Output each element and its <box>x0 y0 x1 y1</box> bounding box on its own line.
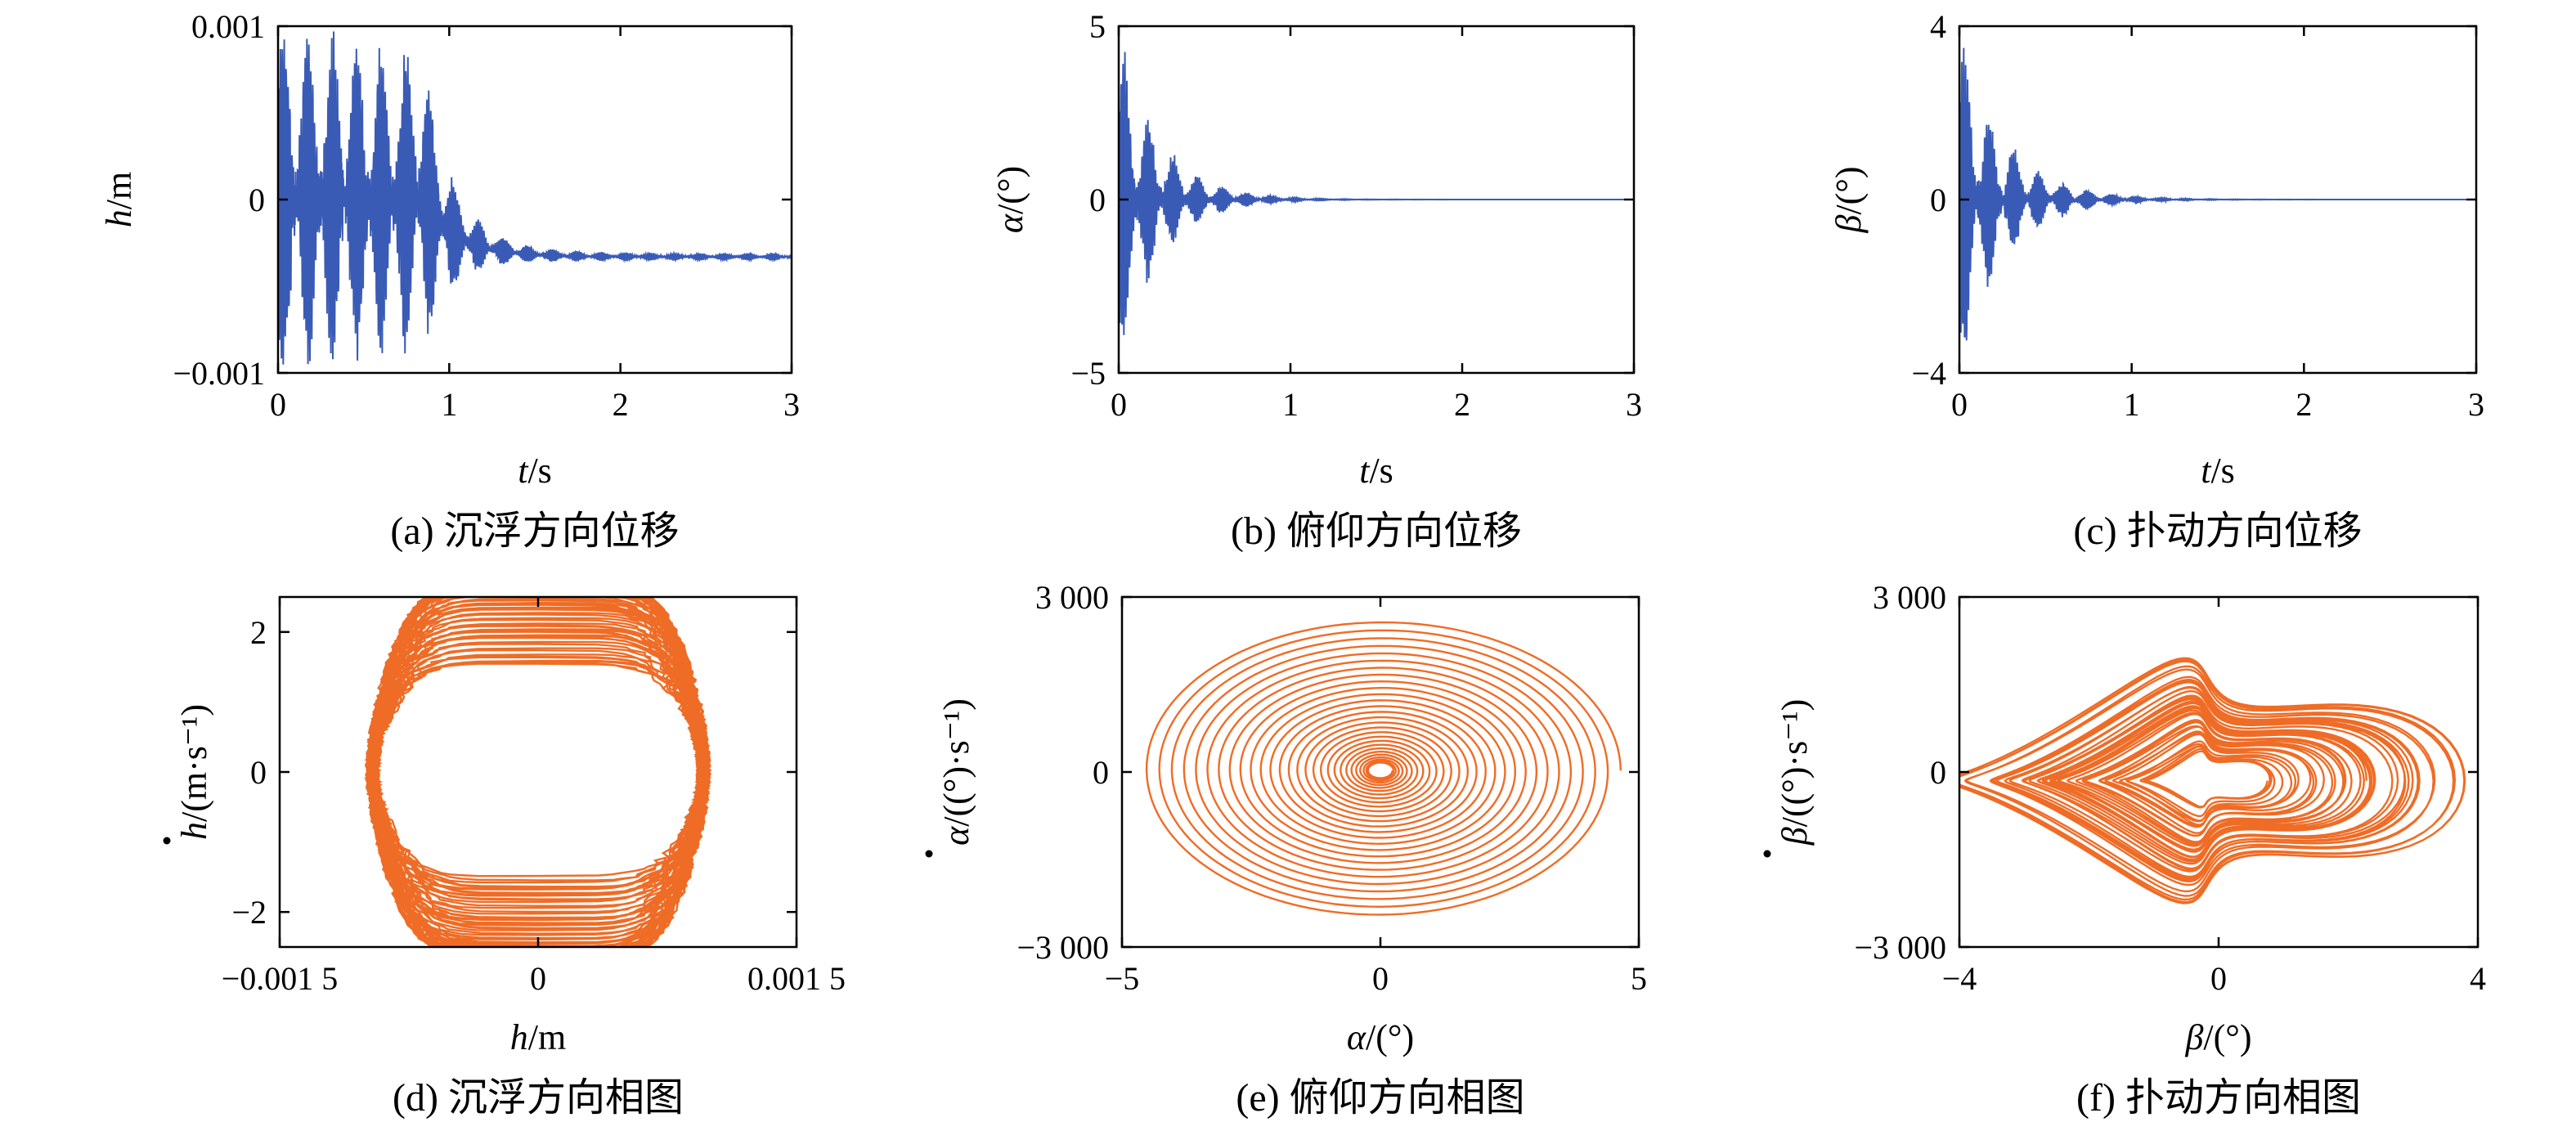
panel-c: 0 1 2 3−404 t/s β/(°) (c) 扑动方向位移 <box>1829 8 2484 553</box>
panel-f-ytick-label: 3 000 <box>1873 579 1946 616</box>
panel-c-xtick-label: 3 <box>2468 386 2484 423</box>
panel-f-xtick-label: −4 <box>1942 960 1977 997</box>
panel-a-xlabel: t/s <box>518 451 552 491</box>
panel-f: −4 0 4 −3 000 0 3 000 β/(°) β/((°)·s⁻¹) (f) 扑… <box>1763 579 2486 1120</box>
panel-b: 0 1 2 3−505 t/s α/(°) (b) 俯仰方向位移 <box>990 8 1642 553</box>
svg-text:α/((°)·s⁻¹): α/((°)·s⁻¹) <box>936 698 976 846</box>
panel-f-xtick-label: 4 <box>2470 960 2486 997</box>
panel-d-series-line <box>363 597 712 947</box>
panel-b-ytick-label: 5 <box>1089 8 1106 45</box>
panel-f-frame <box>1958 595 2480 949</box>
panel-e-xtick-label: 5 <box>1631 960 1647 997</box>
panel-f-ylabel: β/((°)·s⁻¹) <box>1763 699 1815 858</box>
panel-b-xtick-label: 1 <box>1282 386 1299 423</box>
panel-a-xtick-label: 2 <box>613 386 629 423</box>
panel-c-series-line <box>1959 47 2476 341</box>
panel-c-xtick-label: 2 <box>2296 386 2312 423</box>
panel-c-plot <box>1959 47 2476 341</box>
panel-d-ylabel: h/(m·s⁻¹) <box>163 704 214 845</box>
panel-f-plot <box>1959 657 2466 904</box>
panel-a-plot <box>278 31 792 365</box>
panel-c-ytick-label: 4 <box>1930 8 1946 45</box>
panel-d-ytick-label: 2 <box>250 614 267 651</box>
panel-c-ylabel: β/(°) <box>1829 166 1869 233</box>
panel-f-caption: (f) 扑动方向相图 <box>2076 1076 2361 1120</box>
panel-c-ytick-label: 0 <box>1930 182 1946 218</box>
panel-b-ytick-label: −5 <box>1070 355 1106 392</box>
panel-c-xlabel: t/s <box>2201 451 2235 491</box>
panel-d-ylabel-dot <box>163 837 171 845</box>
panel-c-xtick-label: 0 <box>1951 386 1968 423</box>
panel-a-ylabel: h/m <box>99 172 139 227</box>
panel-b-ylabel: α/(°) <box>990 166 1030 233</box>
panel-e-xtick-label: −5 <box>1105 960 1140 997</box>
panel-e-ylabel: α/((°)·s⁻¹) <box>925 698 976 858</box>
panel-d-xlabel: h/m <box>510 1017 566 1057</box>
panel-e-xtick-label: 0 <box>1372 960 1389 997</box>
panel-e-caption: (e) 俯仰方向相图 <box>1236 1076 1524 1120</box>
panel-b-plot <box>1119 52 1634 335</box>
panel-b-xtick-label: 2 <box>1454 386 1470 423</box>
panel-b-ytick-label: 0 <box>1089 182 1106 218</box>
panel-d-xtick-label: 0.001 5 <box>747 960 846 997</box>
panel-a-ytick-label: 0 <box>249 182 265 218</box>
panel-b-xtick-label: 0 <box>1111 386 1127 423</box>
panel-e-ytick-label: 3 000 <box>1035 579 1109 616</box>
panel-d: −0.001 5 0 0.001 5 −2 0 2 h/m h/(m·s⁻¹) (d) 沉… <box>163 595 846 1120</box>
panel-f-ylabel-dot <box>1763 850 1771 858</box>
panel-c-ytick-label: −4 <box>1911 355 1946 392</box>
panel-b-xlabel: t/s <box>1359 451 1393 491</box>
panel-a-caption: (a) 沉浮方向位移 <box>390 509 679 553</box>
panel-a-xtick-label: 0 <box>270 386 286 423</box>
panel-e-ylabel-dot <box>925 850 933 858</box>
panel-a-ytick-label: 0.001 <box>191 8 265 45</box>
panel-e-series-line <box>1145 621 1622 916</box>
panel-b-series-line <box>1119 52 1634 335</box>
panel-e-frame <box>1120 595 1640 949</box>
panel-f-xtick-label: 0 <box>2210 960 2227 997</box>
panel-d-ticks: −0.001 5 0 0.001 5 −2 0 2 <box>222 597 846 997</box>
panel-d-xtick-label: −0.001 5 <box>222 960 339 997</box>
panel-f-ticks: −4 0 4 −3 000 0 3 000 <box>1854 579 2486 997</box>
panel-a-xtick-label: 3 <box>783 386 800 423</box>
svg-text:h/(m·s⁻¹): h/(m·s⁻¹) <box>174 704 214 840</box>
panel-a-ytick-label: −0.001 <box>173 355 265 392</box>
panel-e: −5 0 5 −3 000 0 3 000 α/(°) α/((°)·s⁻¹) (e) 俯… <box>925 579 1647 1120</box>
panel-e-xlabel: α/(°) <box>1347 1017 1414 1057</box>
panel-d-caption: (d) 沉浮方向相图 <box>393 1076 684 1120</box>
panel-b-caption: (b) 俯仰方向位移 <box>1231 509 1522 553</box>
panel-d-plot <box>363 597 712 947</box>
panel-c-ticks: 0 1 2 3−404 <box>1911 8 2484 423</box>
panel-d-xtick-label: 0 <box>530 960 546 997</box>
panel-c-caption: (c) 扑动方向位移 <box>2073 509 2362 553</box>
panel-e-plot <box>1145 621 1622 916</box>
panel-a-series-line <box>278 31 792 365</box>
panel-f-ytick-label: −3 000 <box>1854 929 1946 966</box>
panel-e-ticks: −5 0 5 −3 000 0 3 000 <box>1016 579 1647 997</box>
panel-f-xlabel: β/(°) <box>2184 1017 2251 1057</box>
panel-f-series-line <box>1959 657 2466 904</box>
panel-d-ytick-label: −2 <box>231 894 267 931</box>
panel-b-ticks: 0 1 2 3−505 <box>1070 8 1642 423</box>
panel-a-xtick-label: 1 <box>441 386 457 423</box>
panel-e-ytick-label: −3 000 <box>1016 929 1109 966</box>
svg-text:β/((°)·s⁻¹): β/((°)·s⁻¹) <box>1775 699 1815 846</box>
panel-f-ytick-label: 0 <box>1930 754 1946 791</box>
panel-c-xtick-label: 1 <box>2124 386 2140 423</box>
panel-b-xtick-label: 3 <box>1626 386 1642 423</box>
panel-d-ytick-label: 0 <box>250 754 267 791</box>
panel-e-ytick-label: 0 <box>1093 754 1109 791</box>
